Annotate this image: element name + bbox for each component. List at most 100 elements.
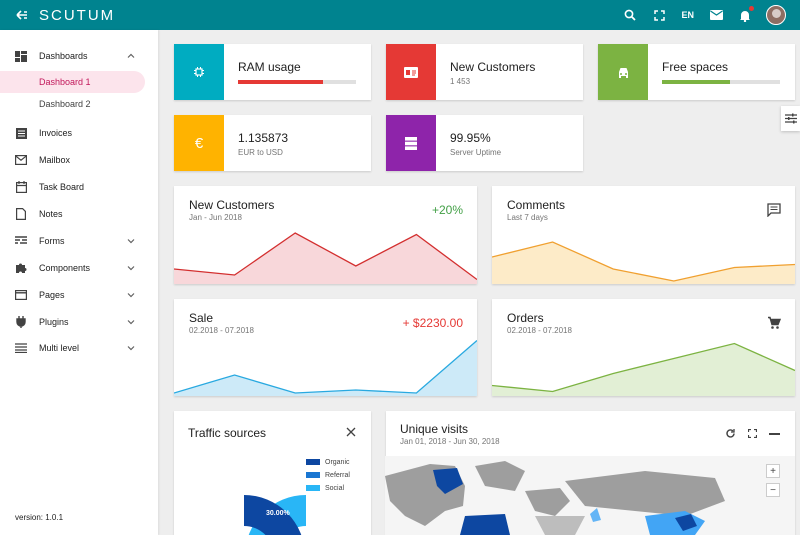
ram-usage-title: RAM usage [238, 60, 301, 74]
eur-usd-label: EUR to USD [238, 148, 283, 157]
chart-title: Sale [189, 311, 214, 325]
orders-chart-card: Orders 02.2018 - 07.2018 [492, 299, 795, 396]
sidebar-item-components[interactable]: Components [0, 257, 158, 279]
sidebar-item-invoices[interactable]: Invoices [0, 122, 158, 144]
chevron-down-icon [127, 320, 135, 325]
chart-line [492, 342, 795, 393]
chart-change-value: +20% [431, 203, 463, 217]
calendar-icon [15, 181, 27, 193]
chart-subtitle: Last 7 days [507, 213, 548, 222]
fullscreen-icon[interactable] [652, 8, 666, 22]
sale-sparkline [174, 340, 477, 396]
map-zoom-out-button[interactable]: − [766, 483, 780, 497]
chevron-down-icon [127, 293, 135, 298]
menu-icon [15, 342, 27, 354]
sidebar-item-forms[interactable]: Forms [0, 230, 158, 252]
sidebar-item-label: Notes [39, 209, 63, 219]
settings-drawer-toggle[interactable] [781, 106, 800, 131]
legend-label: Organic [325, 458, 350, 466]
sidebar: Dashboards Dashboard 1 Dashboard 2 Invoi… [0, 30, 158, 535]
sidebar-item-label: Plugins [39, 317, 69, 327]
chart-area [174, 233, 477, 284]
close-icon[interactable] [346, 427, 356, 437]
server-icon [386, 115, 436, 171]
eur-usd-card[interactable]: € 1.135873 EUR to USD [174, 115, 371, 171]
sale-chart-card: Sale 02.2018 - 07.2018 + $2230.00 [174, 299, 477, 396]
bell-icon[interactable] [738, 6, 754, 22]
comments-chart-card: Comments Last 7 days [492, 186, 795, 284]
eur-usd-rate: 1.135873 [238, 131, 289, 145]
chevron-down-icon [127, 239, 135, 244]
tune-icon [784, 113, 797, 124]
map-zoom-in-button[interactable]: + [766, 464, 780, 478]
refresh-icon[interactable] [725, 428, 736, 439]
note-icon [15, 208, 27, 220]
traffic-donut-chart: 25.00% 30.00% [215, 495, 306, 535]
legend-item-referral: Referral [306, 469, 350, 481]
new-customers-card[interactable]: New Customers 1 453 [386, 44, 583, 100]
map-region-africa [535, 516, 585, 535]
fullscreen-icon[interactable] [748, 429, 757, 438]
legend-label: Referral [325, 471, 350, 479]
donut-slice-organic [244, 495, 302, 535]
sidebar-item-mailbox[interactable]: Mailbox [0, 149, 158, 171]
minimize-icon[interactable] [769, 433, 780, 435]
map-region-east-asia [675, 514, 697, 531]
sidebar-item-label: Dashboards [39, 51, 88, 61]
map-region-greenland [475, 461, 525, 491]
server-uptime-value: 99.95% [450, 131, 491, 145]
free-spaces-card[interactable]: Free spaces [598, 44, 795, 100]
legend-swatch [306, 459, 320, 465]
form-icon [15, 235, 27, 247]
comment-icon[interactable] [767, 203, 781, 217]
brand-logo[interactable]: SCUTUM [39, 6, 116, 24]
id-card-icon [386, 44, 436, 100]
sidebar-item-label: Mailbox [39, 155, 71, 165]
notification-dot [749, 6, 754, 11]
chart-title: Comments [507, 198, 566, 212]
sidebar-item-label: Forms [39, 236, 65, 246]
chart-line [174, 340, 477, 394]
chart-subtitle: 02.2018 - 07.2018 [189, 326, 254, 335]
search-icon[interactable] [623, 8, 637, 22]
sidebar-item-dashboards[interactable]: Dashboards [0, 45, 158, 67]
sidebar-item-task-board[interactable]: Task Board [0, 176, 158, 198]
new-customers-title: New Customers [450, 60, 536, 74]
server-uptime-label: Server Uptime [450, 148, 502, 157]
chart-title: New Customers [189, 198, 275, 212]
legend-item-organic: Organic [306, 456, 350, 468]
sidebar-item-notes[interactable]: Notes [0, 203, 158, 225]
plug-icon [15, 316, 27, 328]
world-map[interactable]: + − [385, 456, 795, 535]
sidebar-subitem-dashboard-1[interactable]: Dashboard 1 [0, 71, 145, 93]
card-title: Unique visits [400, 422, 469, 436]
sidebar-item-pages[interactable]: Pages [0, 284, 158, 306]
map-region-alaska [433, 468, 463, 494]
chevron-down-icon [127, 266, 135, 271]
mail-icon[interactable] [709, 8, 723, 22]
legend-swatch [306, 472, 320, 478]
sidebar-item-plugins[interactable]: Plugins [0, 311, 158, 333]
orders-sparkline [492, 342, 795, 396]
chevron-down-icon [127, 346, 135, 351]
chart-area [492, 242, 795, 284]
legend-label: Social [325, 484, 345, 492]
chart-line [174, 232, 477, 281]
back-arrow-icon[interactable] [15, 8, 29, 22]
sidebar-subitem-dashboard-2[interactable]: Dashboard 2 [39, 99, 91, 109]
ram-usage-card[interactable]: RAM usage [174, 44, 371, 100]
card-subtitle: Jan 01, 2018 - Jun 30, 2018 [400, 437, 500, 446]
chip-icon [174, 44, 224, 100]
language-switcher[interactable]: EN [681, 10, 694, 20]
server-uptime-card[interactable]: 99.95% Server Uptime [386, 115, 583, 171]
user-avatar[interactable] [766, 5, 786, 25]
free-spaces-progress [662, 80, 780, 84]
free-spaces-progress-fill [662, 80, 731, 84]
sidebar-item-multi-level[interactable]: Multi level [0, 337, 158, 359]
map-region-asia [565, 471, 725, 516]
cart-icon[interactable] [767, 316, 781, 330]
puzzle-icon [15, 262, 27, 274]
world-map-svg [385, 461, 725, 535]
sidebar-item-label: Invoices [39, 128, 73, 138]
sidebar-item-label: Task Board [39, 182, 85, 192]
